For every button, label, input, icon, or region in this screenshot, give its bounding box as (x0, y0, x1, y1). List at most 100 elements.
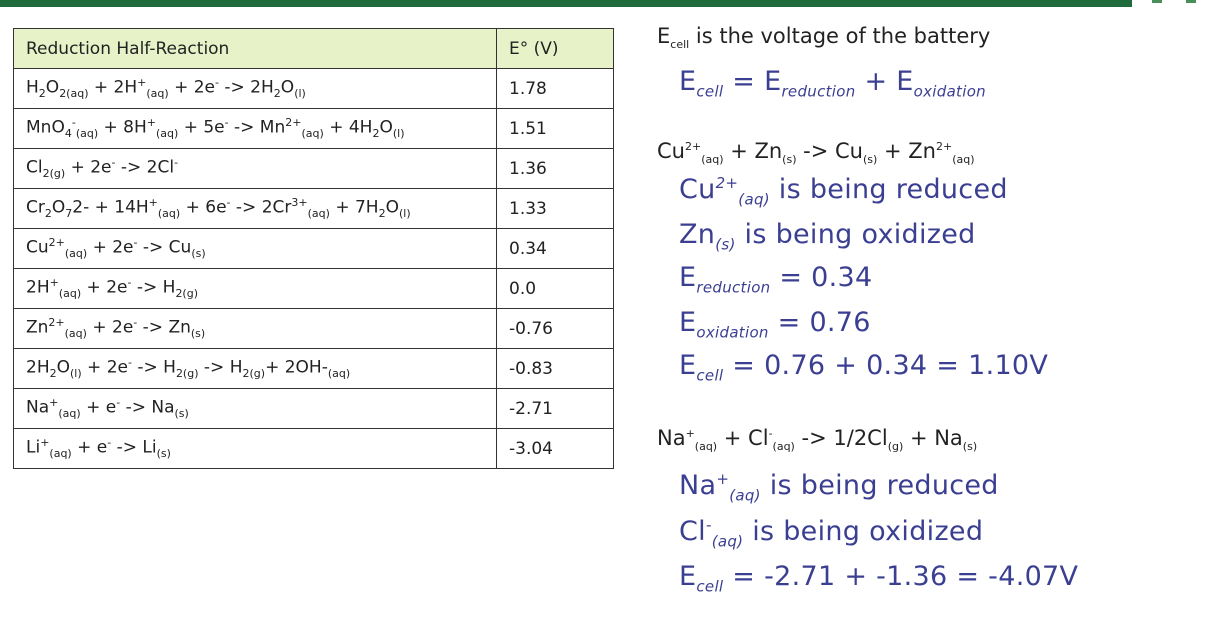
reaction-cell: 2H+(aq) + 2e- -> H2(g) (13, 268, 497, 309)
text-run: + 2e (87, 238, 134, 259)
subscript: oxidation (913, 82, 986, 101)
text-run: = 0.34 (770, 262, 873, 293)
note-line: Cl-(aq) is being oxidized (679, 516, 983, 550)
text-run: + 6e (180, 198, 227, 219)
superscript: - (107, 436, 112, 450)
text-run: + e (80, 398, 117, 419)
text-run: O (280, 78, 295, 99)
subscript: (aq) (157, 207, 181, 221)
text-run: = -2.71 + -1.36 = -4.07V (723, 561, 1079, 592)
text-run: -> Na (120, 398, 175, 419)
table-row: Li+(aq) + e- -> Li(s) -3.04 (13, 428, 614, 469)
potential-cell: 1.36 (496, 148, 614, 189)
text-run: -> Li (111, 438, 157, 459)
text-run: Cl (26, 158, 43, 179)
superscript: + (49, 396, 59, 410)
text-run: -> 2H (219, 78, 274, 99)
potential-cell: 1.33 (496, 188, 614, 229)
text-run: + E (855, 66, 914, 97)
text-run: 2H (26, 358, 50, 379)
superscript: - (226, 196, 231, 210)
subscript: 2(g) (175, 367, 199, 381)
note-line: Cu2+(aq) + Zn(s) -> Cu(s) + Zn2+(aq) (657, 139, 975, 166)
subscript: (s) (962, 440, 978, 454)
text-run: E (679, 307, 697, 338)
superscript: - (174, 156, 179, 170)
text-run: is the voltage of the battery (689, 24, 991, 48)
subscript: (s) (715, 235, 736, 254)
superscript: + (685, 427, 695, 440)
subscript: (aq) (327, 367, 351, 381)
subscript: (aq) (64, 247, 88, 261)
subscript: 2(g) (242, 367, 266, 381)
note-line: Zn(s) is being oxidized (679, 219, 976, 253)
subscript: (aq) (58, 287, 82, 301)
superscript: 2+ (935, 140, 953, 153)
superscript: 2+ (684, 140, 702, 153)
reaction-cell: Na+(aq) + e- -> Na(s) (13, 388, 497, 429)
superscript: - (116, 396, 121, 410)
superscript: 2+ (48, 236, 65, 250)
text-run: -> 1/2Cl (794, 426, 888, 450)
subscript: (aq) (738, 190, 770, 209)
text-run: 2H (26, 278, 50, 299)
text-run: + Na (903, 426, 963, 450)
text-run: -> Cu (796, 139, 863, 163)
text-run: O (45, 78, 60, 99)
superscript: - (133, 236, 138, 250)
header-cell: Reduction Half-Reaction (13, 28, 497, 69)
superscript: - (768, 427, 773, 440)
text-run: is being reduced (769, 174, 1008, 205)
reduction-table: Reduction Half-Reaction E° (V) H2O2(aq) … (13, 28, 614, 469)
subscript: 7 (65, 207, 73, 221)
reaction-cell: Cu2+(aq) + 2e- -> Cu(s) (13, 228, 497, 269)
subscript: 2 (49, 367, 57, 381)
text-run: Cu (679, 174, 716, 205)
superscript: - (111, 156, 116, 170)
subscript: (aq) (694, 440, 718, 454)
text-run: + Cl (717, 426, 769, 450)
text-run: 2- + 14H (72, 198, 149, 219)
subscript: (aq) (729, 486, 761, 505)
superscript: - (127, 276, 132, 290)
subscript: 2 (38, 87, 46, 101)
text-run: O (385, 198, 399, 219)
text-run: Na (657, 426, 686, 450)
window-control (1152, 0, 1162, 3)
text-run: O (56, 358, 70, 379)
subscript: 4 (64, 127, 72, 141)
subscript: (aq) (952, 153, 975, 167)
subscript: (aq) (146, 87, 169, 101)
text-run: -> Cu (137, 238, 192, 259)
superscript: + (148, 196, 158, 210)
table-row: Cl2(g) + 2e- -> 2Cl- 1.36 (13, 148, 614, 189)
text-run: + 2e (168, 78, 216, 99)
subscript: (l) (70, 367, 82, 381)
superscript: 2+ (285, 116, 302, 130)
subscript: cell (696, 366, 724, 385)
text-run: O (51, 198, 66, 219)
subscript: (s) (782, 153, 797, 167)
text-run: = E (723, 66, 782, 97)
text-run: Cr (26, 198, 45, 219)
text-run: Cu (657, 139, 685, 163)
superscript: 2+ (48, 316, 65, 330)
table-row: H2O2(aq) + 2H+(aq) + 2e- -> 2H2O(l) 1.78 (13, 68, 614, 109)
text-run: + Zn (877, 139, 936, 163)
subscript: (s) (191, 247, 206, 261)
superscript: 2+ (715, 174, 739, 192)
superscript: - (705, 516, 712, 534)
superscript: - (215, 76, 219, 90)
header-cell: E° (V) (496, 28, 614, 69)
text-run: + 8H (98, 118, 147, 139)
window-control (1186, 0, 1196, 3)
potential-cell: 1.78 (496, 68, 614, 109)
text-run: Na (26, 398, 50, 419)
text-run: -> H (131, 358, 176, 379)
note-line: Ereduction = 0.34 (679, 262, 873, 296)
text-run: -> Mn (228, 118, 286, 139)
subscript: reduction (781, 82, 856, 101)
text-run: -> Zn (137, 318, 191, 339)
text-run: E (679, 262, 697, 293)
text-run: is being reduced (760, 470, 999, 501)
